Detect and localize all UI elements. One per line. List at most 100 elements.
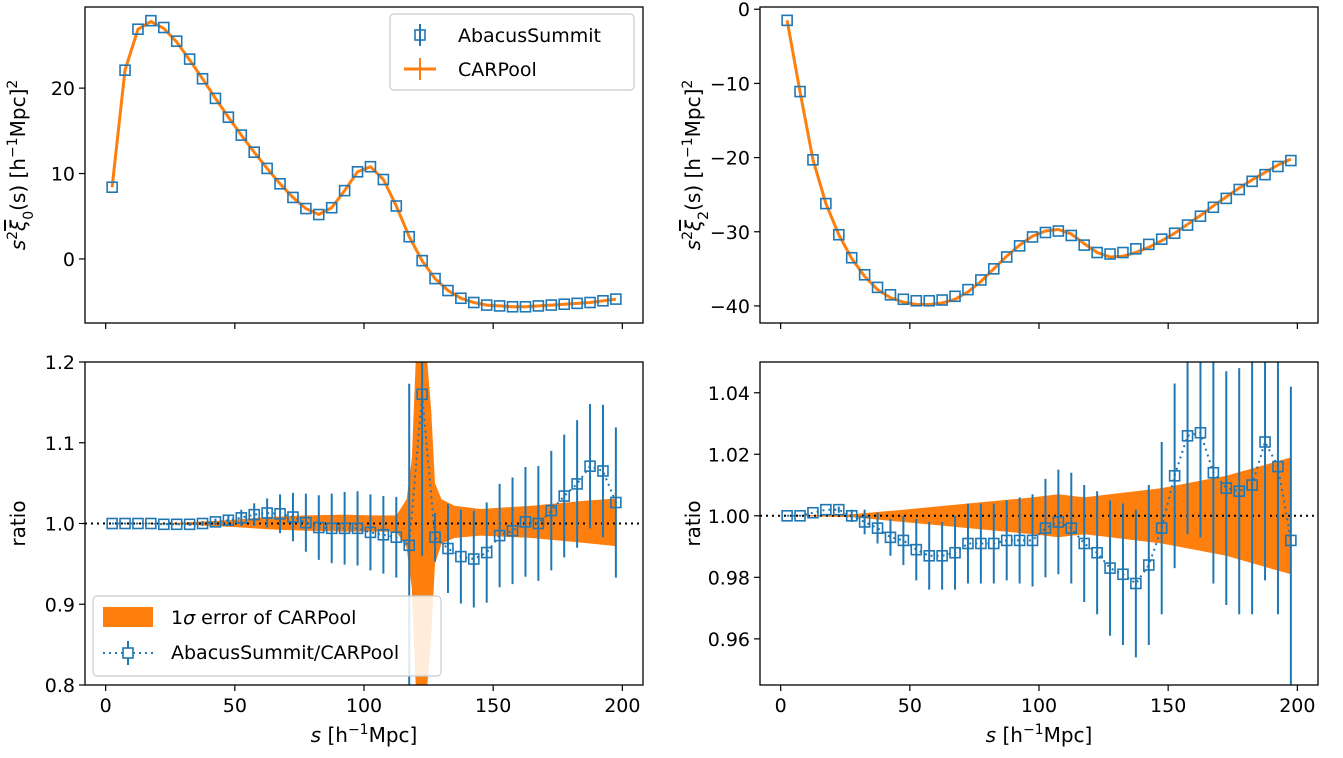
data-point — [455, 550, 467, 563]
y-tick-label: 1.04 — [708, 383, 750, 405]
y-tick-label: 1.0 — [45, 514, 75, 536]
data-point — [429, 531, 441, 544]
data-point — [274, 177, 286, 190]
data-point — [845, 510, 858, 522]
data-point — [923, 294, 936, 307]
y-tick-label: 0.9 — [45, 594, 75, 616]
data-point — [807, 506, 819, 519]
data-point — [871, 281, 884, 294]
data-point — [338, 184, 351, 197]
x-axis-label: s [h−1Mpc] — [311, 722, 418, 747]
data-point — [261, 507, 273, 519]
plot-area — [781, 14, 1297, 307]
data-point — [532, 300, 545, 312]
y-tick-label: 1.02 — [708, 444, 750, 466]
data-point — [897, 293, 910, 306]
data-point — [1078, 239, 1091, 251]
data-point — [1285, 534, 1297, 547]
y-tick-label: −10 — [710, 73, 750, 95]
x-tick-label: 100 — [346, 695, 382, 717]
data-point — [377, 173, 390, 186]
data-point — [781, 510, 793, 522]
data-point — [170, 35, 183, 47]
data-point — [558, 490, 571, 502]
data-point — [157, 518, 170, 531]
panel-bottom-right: 0 50 100 150 200 0.96 0.98 1.00 1.02 1.04 s [h−1Mp… — [681, 361, 1319, 747]
x-tick-label: 50 — [223, 695, 247, 717]
y-tick-label: 10 — [51, 164, 75, 186]
data-point — [519, 516, 532, 528]
data-point — [1155, 233, 1168, 245]
legend: AbacusSummit CARPool — [389, 13, 635, 91]
y-axis-label: ratio — [681, 500, 705, 546]
data-point — [300, 516, 312, 529]
data-point — [390, 531, 403, 544]
data-point — [442, 542, 454, 555]
legend-abacus-marker — [414, 29, 426, 41]
plot-area — [760, 362, 1318, 685]
y-tick-label: 0 — [738, 0, 750, 21]
data-point — [1104, 248, 1116, 260]
data-point — [429, 272, 441, 285]
y-tick-label: 0 — [63, 249, 75, 271]
axes-frame — [759, 6, 1319, 324]
data-point — [196, 517, 209, 530]
data-point — [884, 531, 897, 544]
data-point — [558, 298, 571, 311]
data-point — [1052, 516, 1065, 528]
data-point — [1078, 537, 1091, 550]
x-tick-label: 150 — [475, 695, 511, 717]
y-tick-label: 1.2 — [45, 352, 75, 374]
data-point — [794, 510, 806, 522]
data-point — [312, 521, 325, 534]
data-point — [949, 546, 961, 559]
y-tick-label: 0.96 — [708, 629, 750, 651]
data-point — [597, 465, 609, 477]
data-point — [1194, 210, 1207, 222]
legend-marker — [122, 647, 134, 659]
data-point — [183, 53, 196, 65]
error-band — [112, 362, 616, 685]
data-point — [325, 522, 338, 535]
data-point — [145, 517, 157, 530]
data-point — [377, 529, 390, 541]
data-point — [1155, 522, 1168, 534]
data-point — [1272, 460, 1284, 473]
data-point — [390, 200, 403, 212]
legend: 1σ error of CARPool AbacusSummit/CARPool — [92, 595, 442, 677]
data-point — [1117, 246, 1129, 259]
legend-label: AbacusSummit/CARPool — [171, 642, 399, 664]
data-point — [235, 512, 248, 524]
data-point — [1272, 160, 1284, 173]
data-point — [222, 111, 235, 123]
data-point — [506, 300, 519, 313]
data-point — [222, 514, 235, 527]
panel-top-right: −40 −30 −20 −10 0 s2ξ2(s) [h−1Mpc]2 — [680, 0, 1319, 329]
data-point — [338, 522, 351, 535]
data-point — [1233, 183, 1246, 196]
data-point — [820, 197, 832, 210]
data-point — [1013, 534, 1026, 547]
data-point — [1039, 522, 1052, 534]
legend-label: CARPool — [458, 59, 537, 81]
data-point — [1207, 466, 1220, 479]
data-point — [1220, 192, 1233, 205]
data-point — [1026, 231, 1039, 243]
data-point — [1039, 226, 1052, 239]
data-point — [1104, 562, 1116, 574]
y-tick-label: 20 — [51, 78, 75, 100]
data-point — [858, 268, 871, 281]
data-point — [949, 290, 961, 303]
data-point — [781, 14, 793, 27]
x-tick-label: 0 — [100, 695, 112, 717]
y-tick-label: −40 — [710, 296, 750, 318]
data-point — [871, 522, 884, 534]
abacus-dotted-line — [787, 431, 1292, 585]
data-point — [455, 292, 467, 305]
legend-label: AbacusSummit — [458, 25, 601, 47]
data-point — [364, 160, 377, 173]
y-tick-label: 1.00 — [708, 506, 750, 528]
data-point — [1117, 568, 1129, 581]
panel-bottom-left: 0 50 100 150 200 0.8 0.9 1.0 1.1 1.2 s [h−1Mpc] rat… — [6, 352, 644, 747]
